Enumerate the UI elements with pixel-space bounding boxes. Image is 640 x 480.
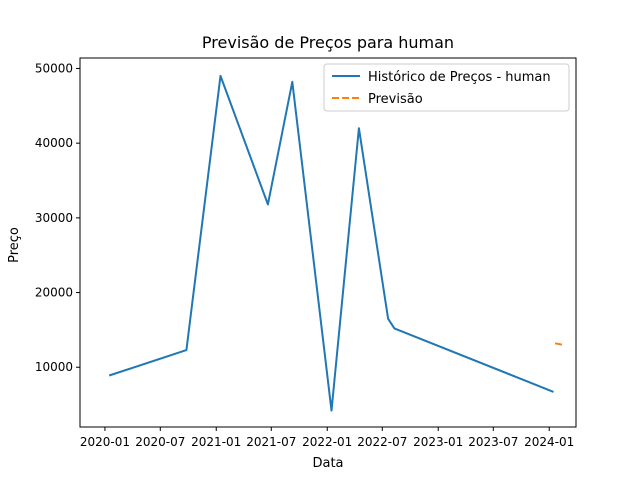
y-tick-label: 20000 [35, 286, 73, 300]
x-tick-label: 2023-01 [413, 435, 463, 449]
y-tick-label: 10000 [35, 360, 73, 374]
x-tick-label: 2023-07 [468, 435, 518, 449]
y-axis-ticks: 10000 20000 30000 40000 50000 [35, 61, 80, 374]
legend: Histórico de Preços - human Previsão [323, 63, 570, 112]
series-layer [108, 74, 564, 412]
plot-area [80, 58, 576, 427]
x-tick-label: 2020-01 [80, 435, 130, 449]
x-tick-label: 2022-01 [302, 435, 352, 449]
x-axis-label: Data [312, 456, 343, 471]
y-tick-label: 50000 [35, 61, 73, 75]
y-tick-label: 40000 [35, 136, 73, 150]
legend-box [323, 63, 570, 112]
y-axis-label: Preço [7, 227, 22, 263]
x-tick-label: 2020-07 [135, 435, 185, 449]
legend-label-previsao: Previsão [368, 92, 423, 107]
x-tick-label: 2024-01 [524, 435, 574, 449]
x-tick-label: 2021-07 [246, 435, 296, 449]
plot-frame [79, 57, 577, 428]
series-line-1 [554, 342, 564, 346]
chart-title: Previsão de Preços para human [202, 33, 454, 52]
x-tick-label: 2021-01 [191, 435, 241, 449]
x-tick-label: 2022-07 [357, 435, 407, 449]
y-tick-label: 30000 [35, 211, 73, 225]
series-line-0 [108, 74, 554, 412]
x-axis-ticks: 2020-01 2020-07 2021-01 2021-07 2022-01 2022-… [80, 427, 574, 449]
legend-label-historico: Histórico de Preços - human [368, 70, 551, 85]
